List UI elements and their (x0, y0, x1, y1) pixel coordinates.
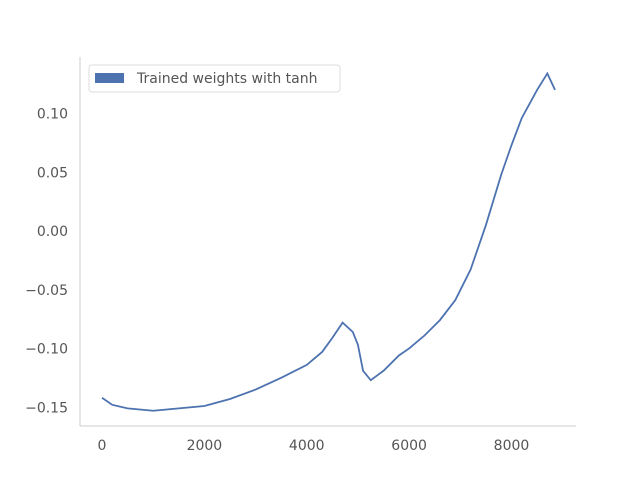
legend-swatch (95, 73, 124, 83)
y-tick-label: 0.10 (37, 107, 68, 123)
line-series (101, 71, 556, 412)
y-tick-label: −0.15 (25, 400, 68, 416)
x-tick-label: 0 (98, 438, 107, 454)
x-tick-label: 4000 (289, 438, 325, 454)
y-tick-label: 0.05 (37, 165, 68, 181)
y-tick-label: −0.05 (25, 283, 68, 299)
x-tick-label: 6000 (391, 438, 427, 454)
x-tick-label: 8000 (494, 438, 530, 454)
legend-label: Trained weights with tanh (136, 71, 317, 87)
y-tick-label: −0.10 (25, 342, 68, 358)
x-tick-label: 2000 (187, 438, 223, 454)
legend-box (88, 64, 341, 93)
y-tick-label: 0.00 (37, 224, 68, 240)
